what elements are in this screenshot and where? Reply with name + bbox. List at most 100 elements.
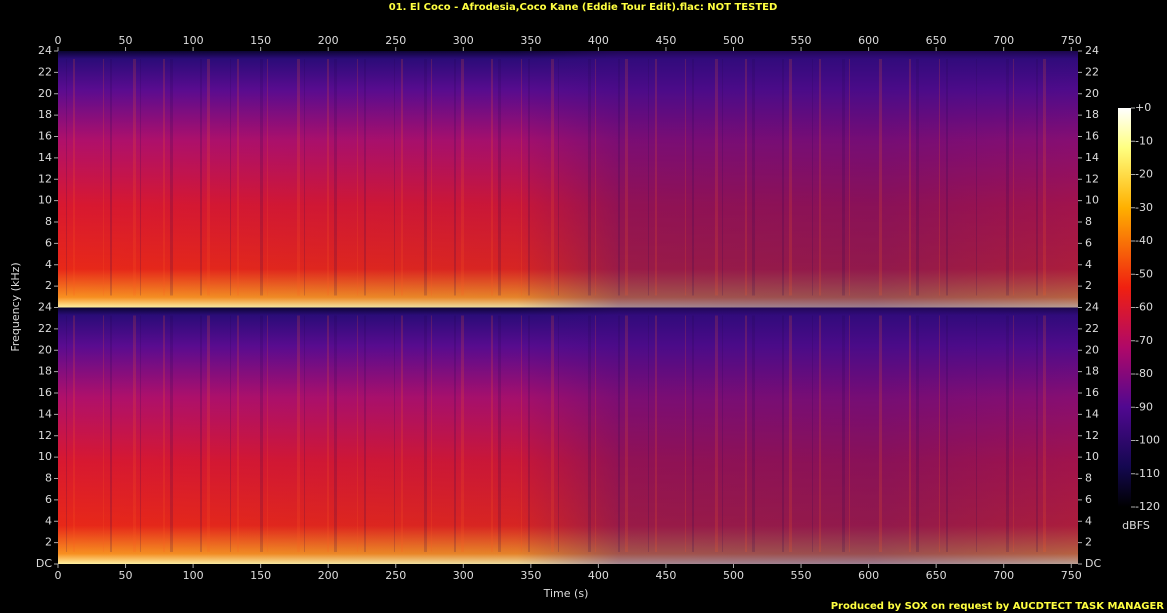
texture [140, 59, 141, 296]
texture [745, 59, 747, 296]
y-tick-label: 6 [45, 493, 52, 506]
texture [752, 59, 755, 296]
texture [133, 315, 136, 552]
texture [327, 59, 329, 296]
texture [237, 59, 239, 296]
texture [401, 315, 403, 552]
x-tick-label: 300 [453, 569, 474, 582]
texture [752, 315, 755, 552]
x-tick-label: 100 [183, 569, 204, 582]
texture [1036, 59, 1038, 296]
texture [498, 59, 501, 296]
x-tick-label: 0 [55, 569, 62, 582]
y-tick-label: 20 [1085, 87, 1099, 100]
texture [1006, 315, 1009, 552]
footer: Produced by SOX on request by AUCDTECT T… [831, 601, 1165, 612]
x-tick-label: 600 [858, 34, 879, 47]
texture [200, 59, 202, 296]
texture [842, 59, 845, 296]
texture [110, 59, 112, 296]
y-tick-label: 6 [1085, 493, 1092, 506]
colorbar-tick-label: +0 [1135, 101, 1151, 114]
y-tick-label: 4 [45, 514, 52, 527]
texture [692, 59, 694, 296]
texture [595, 59, 596, 296]
texture [267, 59, 268, 296]
y-tick-label: 16 [1085, 130, 1099, 143]
x-tick-label: 150 [250, 569, 271, 582]
y-tick-label: DC [1085, 557, 1101, 570]
texture [618, 59, 620, 296]
colorbar-tick-label: -20 [1135, 168, 1153, 181]
texture [230, 315, 231, 552]
texture [879, 315, 882, 552]
texture [722, 59, 723, 296]
x-tick-label: 500 [723, 34, 744, 47]
texture [170, 315, 173, 552]
texture [939, 315, 940, 552]
colorbar-tick-label: -50 [1135, 267, 1153, 280]
texture [551, 315, 554, 552]
texture [842, 315, 845, 552]
texture [595, 315, 596, 552]
texture [625, 315, 628, 552]
y-tick-label: 20 [38, 343, 52, 356]
texture [163, 59, 165, 296]
texture [73, 315, 75, 552]
x-tick-label: 300 [453, 34, 474, 47]
x-tick-label: 150 [250, 34, 271, 47]
y-tick-label: 8 [1085, 472, 1092, 485]
y-tick-label: 4 [1085, 514, 1092, 527]
texture [1013, 59, 1014, 296]
x-tick-label: 400 [588, 34, 609, 47]
texture [297, 59, 300, 296]
texture [297, 315, 300, 552]
texture [424, 315, 427, 552]
chart-title: 01. El Coco - Afrodesia,Coco Kane (Eddie… [389, 2, 778, 13]
texture [424, 59, 427, 296]
colorbar-tick-label: -70 [1135, 334, 1153, 347]
texture [946, 315, 948, 552]
texture [819, 315, 821, 552]
texture [551, 59, 554, 296]
x-axis-label: Time (s) [543, 587, 589, 600]
y-tick-label: 4 [45, 258, 52, 271]
x-tick-label: 550 [791, 569, 812, 582]
texture [916, 315, 919, 552]
y-tick-label: 14 [38, 151, 52, 164]
x-tick-label: 450 [655, 34, 676, 47]
texture [461, 315, 464, 552]
x-tick-label: 700 [993, 34, 1014, 47]
texture [528, 315, 530, 552]
texture [849, 59, 850, 296]
texture [364, 315, 366, 552]
texture [1036, 315, 1038, 552]
texture [782, 59, 784, 296]
y-tick-label: 14 [1085, 151, 1099, 164]
y-tick-label: 10 [38, 450, 52, 463]
y-tick-label: 14 [38, 407, 52, 420]
texture [103, 59, 104, 296]
y-tick-label: 24 [38, 301, 52, 314]
x-tick-label: 700 [993, 569, 1014, 582]
texture [819, 59, 821, 296]
colorbar-label: dBFS [1122, 519, 1150, 532]
y-tick-label: 24 [1085, 44, 1099, 57]
spectrogram-shade [58, 51, 1078, 308]
y-tick-label: 2 [45, 536, 52, 549]
texture [103, 315, 104, 552]
texture [140, 315, 141, 552]
texture [461, 59, 464, 296]
texture [655, 59, 657, 296]
texture [916, 59, 919, 296]
texture [357, 315, 358, 552]
texture [618, 315, 620, 552]
texture [170, 59, 173, 296]
texture [260, 315, 263, 552]
texture [66, 315, 67, 552]
y-tick-label: 20 [1085, 343, 1099, 356]
y-tick-label: DC [36, 557, 52, 570]
texture [655, 315, 657, 552]
texture [715, 59, 718, 296]
